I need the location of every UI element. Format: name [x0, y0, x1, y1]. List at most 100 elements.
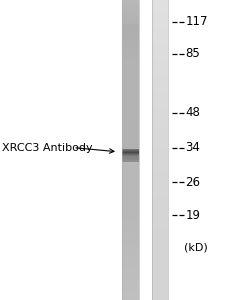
Bar — [152, 208, 168, 209]
Bar — [152, 259, 168, 260]
Bar — [152, 54, 168, 55]
Bar — [122, 1, 139, 2]
Bar — [122, 272, 139, 273]
Bar — [122, 122, 139, 123]
Bar — [152, 265, 168, 266]
Bar — [152, 150, 168, 151]
Bar — [122, 75, 139, 76]
Bar — [122, 97, 139, 98]
Bar — [122, 271, 139, 272]
Bar — [122, 13, 139, 14]
Bar — [152, 231, 168, 232]
Bar — [122, 142, 139, 143]
Bar — [152, 227, 168, 228]
Bar — [152, 200, 168, 201]
Bar — [122, 170, 139, 171]
Bar — [152, 190, 168, 191]
Bar — [122, 0, 139, 1]
Bar — [152, 207, 168, 208]
Bar — [122, 215, 139, 216]
Bar — [152, 269, 168, 270]
Bar — [122, 289, 139, 290]
Bar — [152, 233, 168, 234]
Bar — [152, 3, 168, 4]
Bar — [152, 267, 168, 268]
Bar — [122, 120, 139, 121]
Bar — [122, 280, 139, 281]
Bar — [152, 258, 168, 259]
Bar — [122, 21, 139, 22]
Bar — [122, 99, 139, 100]
Bar — [152, 82, 168, 83]
Text: (kD): (kD) — [184, 242, 208, 253]
Bar — [152, 108, 168, 109]
Bar — [122, 233, 139, 234]
Bar — [122, 227, 139, 228]
Bar — [152, 119, 168, 120]
Bar — [152, 173, 168, 174]
Bar — [122, 4, 139, 5]
Bar — [152, 204, 168, 205]
Bar — [122, 58, 139, 59]
Bar — [152, 8, 168, 9]
Bar — [122, 16, 139, 17]
Bar — [122, 30, 139, 31]
Bar — [152, 264, 168, 265]
Bar — [122, 193, 139, 194]
Bar — [122, 246, 139, 247]
Bar — [152, 127, 168, 128]
Bar — [152, 16, 168, 17]
Bar — [152, 146, 168, 147]
Bar — [152, 167, 168, 168]
Bar — [152, 162, 168, 163]
Bar — [152, 171, 168, 172]
Bar — [122, 23, 139, 24]
Bar — [152, 19, 168, 20]
Bar — [122, 121, 139, 122]
Bar — [152, 217, 168, 218]
Bar — [152, 180, 168, 181]
Bar — [152, 285, 168, 286]
Bar — [152, 140, 168, 141]
Bar — [152, 155, 168, 156]
Bar — [152, 225, 168, 226]
Text: 19: 19 — [185, 209, 200, 222]
Text: 34: 34 — [185, 141, 200, 154]
Bar — [152, 183, 168, 184]
Bar — [122, 119, 139, 120]
Bar — [122, 124, 139, 125]
Bar — [122, 263, 139, 264]
Bar — [152, 103, 168, 104]
Bar — [152, 255, 168, 256]
Bar — [152, 157, 168, 158]
Bar — [122, 290, 139, 291]
Bar — [122, 47, 139, 48]
Bar — [152, 260, 168, 261]
Bar — [122, 242, 139, 243]
Bar — [152, 279, 168, 280]
Bar — [122, 194, 139, 195]
Bar — [122, 277, 139, 278]
Bar — [122, 123, 139, 124]
Bar — [122, 288, 139, 289]
Bar — [152, 199, 168, 200]
Bar — [152, 79, 168, 80]
Bar — [152, 284, 168, 285]
Bar — [152, 91, 168, 92]
Bar — [152, 75, 168, 76]
Bar — [122, 187, 139, 188]
Bar — [122, 204, 139, 205]
Bar — [122, 203, 139, 204]
Bar — [152, 286, 168, 287]
Bar — [152, 128, 168, 129]
Bar — [122, 96, 139, 97]
Bar — [122, 160, 139, 161]
Bar — [152, 192, 168, 193]
Bar — [122, 22, 139, 23]
Bar — [152, 163, 168, 164]
Bar — [122, 236, 139, 237]
Bar — [152, 295, 168, 296]
Bar — [122, 52, 139, 53]
Bar — [122, 132, 139, 133]
Bar — [122, 66, 139, 67]
